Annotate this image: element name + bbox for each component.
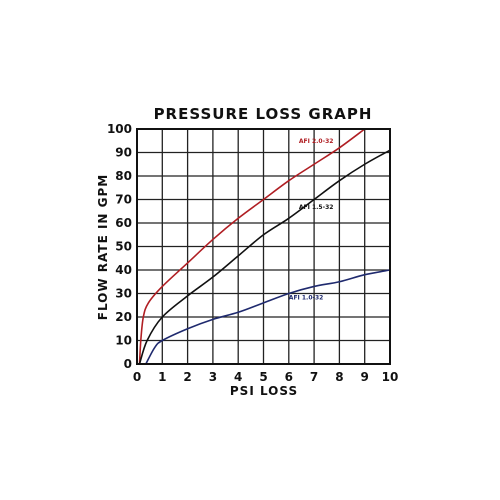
series-label-0: AFI 2.0-32 (299, 138, 334, 145)
series-line-2 (145, 269, 391, 365)
x-tick-label: 10 (382, 370, 399, 384)
chart-title: PRESSURE LOSS GRAPH (154, 105, 373, 123)
x-tick-label: 6 (285, 370, 293, 384)
x-tick-label: 9 (361, 370, 369, 384)
y-tick-labels: 0 10 20 30 40 50 60 70 80 90 100 (107, 122, 132, 371)
y-tick-label: 100 (107, 122, 132, 136)
x-tick-label: 7 (310, 370, 318, 384)
y-tick-label: 0 (124, 357, 132, 371)
y-tick-label: 70 (115, 193, 132, 207)
y-tick-label: 90 (115, 146, 132, 160)
y-tick-label: 80 (115, 169, 132, 183)
y-tick-label: 60 (115, 216, 132, 230)
x-axis-label: PSI LOSS (230, 384, 298, 398)
y-tick-label: 20 (115, 310, 132, 324)
y-tick-label: 10 (115, 334, 132, 348)
x-tick-label: 1 (158, 370, 166, 384)
x-tick-label: 0 (133, 370, 141, 384)
plot-frame (136, 128, 391, 365)
y-tick-label: 40 (115, 263, 132, 277)
series-lines (138, 128, 391, 365)
x-tick-label: 4 (234, 370, 242, 384)
x-tick-label: 2 (183, 370, 191, 384)
series-line-1 (138, 149, 391, 365)
x-tick-labels: 0 1 2 3 4 5 6 7 8 9 10 (133, 370, 399, 384)
x-tick-label: 5 (259, 370, 267, 384)
y-tick-label: 50 (115, 240, 132, 254)
grid (136, 128, 391, 365)
x-tick-label: 8 (335, 370, 343, 384)
series-labels: AFI 2.0-32 AFI 1.5-32 AFI 1.0-32 (289, 138, 334, 301)
series-label-1: AFI 1.5-32 (299, 204, 334, 211)
x-tick-label: 3 (209, 370, 217, 384)
series-line-0 (138, 128, 366, 365)
y-tick-label: 30 (115, 287, 132, 301)
y-axis-label: FLOW RATE IN GPM (96, 174, 110, 320)
series-label-2: AFI 1.0-32 (289, 294, 324, 301)
